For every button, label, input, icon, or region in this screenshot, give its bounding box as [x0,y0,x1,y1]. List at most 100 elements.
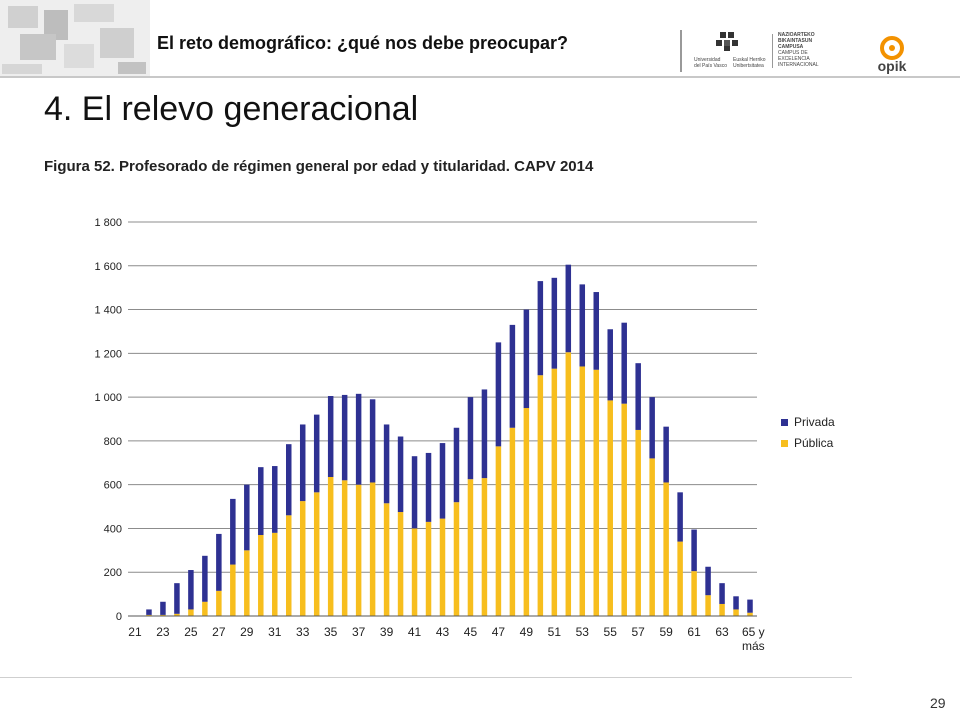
bar-publica [327,477,334,616]
bar-publica [635,429,641,616]
x-tick-label: 51 [548,625,562,639]
bar-publica [607,400,613,616]
y-tick-label: 200 [104,567,122,579]
bar-publica [411,528,418,616]
bar-privada [621,322,627,404]
bar-publica [719,603,725,616]
bar-privada [397,436,404,513]
page-number: 29 [930,695,946,711]
y-tick-label: 1 000 [94,392,122,404]
bar-privada [677,492,683,542]
bar-publica [439,518,446,616]
bar-publica [523,408,530,616]
x-tick-label: 53 [576,625,590,639]
x-tick-label: 45 [464,625,478,639]
footer-line [0,677,852,678]
bar-privada [733,596,739,610]
bar-publica [733,609,739,616]
bar-privada [649,397,655,459]
upv-ehu-logo: Universidad del País Vasco Euskal Herrik… [694,30,766,69]
upv-ehu-emblem-icon [716,32,738,51]
x-tick-label: 39 [380,625,394,639]
bar-privada [593,292,600,370]
ehu-line2: Unibertsitatea [732,63,764,69]
bar-publica [369,482,376,616]
bar-privada [244,484,250,551]
bar-privada [523,309,530,409]
bar-privada [160,601,166,615]
bar-publica [509,427,516,616]
chart-x-axis-ticks: 21 23 25 27 29 31 33 35 37 39 41 43 45 47 49 51 53 55 57 59… [128,625,764,653]
x-tick-label: 49 [520,625,534,639]
bar-privada [425,452,432,522]
bar-publica [621,403,627,616]
x-tick-label: 23 [156,625,170,639]
bar-publica [677,541,683,616]
chart-legend: Privada Pública [781,415,835,450]
bar-privada [202,555,208,602]
slide-header: El reto demográfico: ¿qué nos debe preoc… [0,0,960,78]
legend-label: Privada [794,415,835,429]
bar-privada [411,456,418,529]
bar-privada [719,583,725,604]
campus-line: NAZIOARTEKO [778,32,815,38]
bar-privada [369,399,376,483]
bar-publica [188,609,194,616]
campus-line: INTERNACIONAL [778,62,819,68]
bar-privada [327,396,334,478]
bar-publica [272,532,278,616]
bar-privada [551,277,558,369]
campus-line: CAMPUSA [778,44,804,50]
slide-title: 4. El relevo generacional [44,90,419,128]
bar-privada [607,329,613,401]
bar-privada [635,363,641,430]
bar-publica [747,612,753,616]
bar-publica [551,368,558,616]
bar-privada [691,529,697,572]
bar-privada [481,389,488,479]
bar-privada [272,466,278,533]
bar-publica [146,614,152,616]
bar-publica [593,369,600,616]
upv-line2: del País Vasco [694,63,727,69]
y-tick-label: 400 [104,523,122,535]
legend-label: Pública [794,436,834,450]
figure-caption: Figura 52. Profesorado de régimen genera… [44,158,594,175]
bar-publica [691,571,697,616]
bar-publica [202,601,208,616]
x-tick-label: 59 [659,625,673,639]
y-tick-label: 800 [104,436,122,448]
bar-privada [383,424,390,504]
bar-publica [453,502,460,616]
bar-publica [160,614,166,616]
legend-swatch [781,440,788,447]
x-tick-label: 61 [687,625,701,639]
x-tick-label: 57 [632,625,646,639]
x-tick-label: 43 [436,625,450,639]
x-tick-label: 29 [240,625,254,639]
y-tick-label: 1 400 [94,305,122,317]
bar-publica [565,352,572,616]
bar-privada [313,414,320,493]
x-tick-label: 31 [268,625,282,639]
bar-privada [705,566,711,596]
header-divider-2 [772,34,773,68]
header-underline [0,76,960,78]
campus-line: EXCELENCIA [778,56,810,62]
bar-publica [244,550,250,616]
y-tick-label: 0 [116,611,122,623]
bar-publica [579,366,586,616]
y-tick-label: 1 200 [94,348,122,360]
upv-line1: Universidad [694,57,721,63]
x-tick-label: 47 [492,625,506,639]
x-tick-label: 65 y más [742,625,765,653]
x-tick-label: 63 [715,625,729,639]
bar-privada [174,583,180,614]
bar-publica [425,521,432,616]
header-decoration-graphic [0,0,150,76]
bar-privada [299,424,306,502]
bar-publica [174,613,180,616]
y-tick-label: 1 800 [94,217,122,229]
legend-swatch [781,419,788,426]
x-tick-label: 41 [408,625,422,639]
